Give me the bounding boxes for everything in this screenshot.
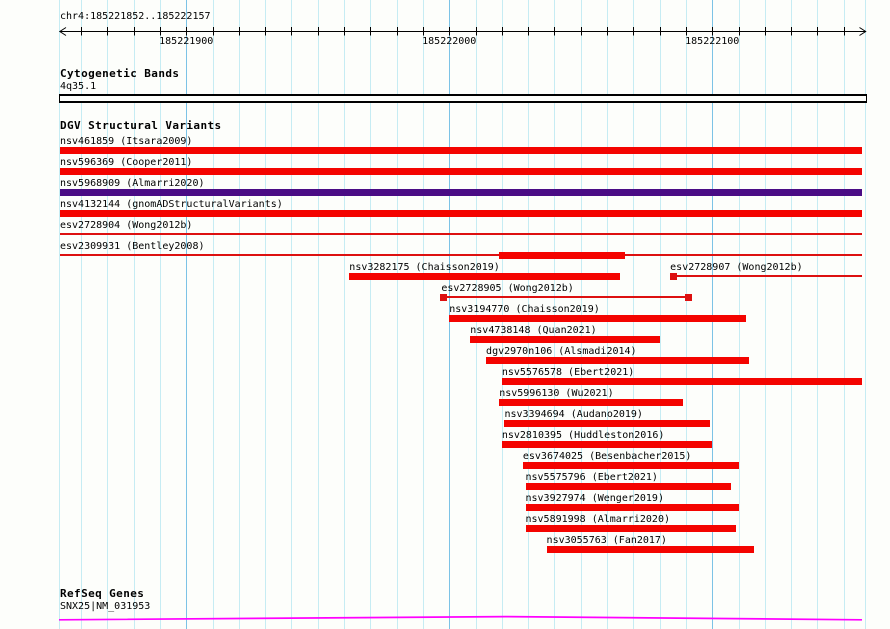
variant-label-nsv461859[interactable]: nsv461859 (Itsara2009) <box>60 136 193 147</box>
variant-glyph-nsv2810395[interactable] <box>501 441 713 448</box>
variant-label-esv2728905[interactable]: esv2728905 (Wong2012b) <box>441 283 574 294</box>
variant-glyph-nsv5996130[interactable] <box>499 399 684 406</box>
variant-glyph-dgv2970n106[interactable] <box>486 357 750 364</box>
variant-label-nsv2810395[interactable]: nsv2810395 (Huddleston2016) <box>501 430 665 441</box>
variant-label-nsv5576578[interactable]: nsv5576578 (Ebert2021) <box>501 367 635 378</box>
variant-glyph-nsv5891998[interactable] <box>525 525 736 532</box>
variant-label-nsv596369[interactable]: nsv596369 (Cooper2011) <box>60 157 193 168</box>
variant-label-nsv3194770[interactable]: nsv3194770 (Chaisson2019) <box>449 304 600 315</box>
variant-glyph-seg-esv2309931[interactable] <box>499 252 626 259</box>
variant-glyph-nsv596369[interactable] <box>60 168 862 175</box>
variant-glyph-nsv3927974[interactable] <box>525 504 739 511</box>
variant-glyph-nsv5576578[interactable] <box>501 378 862 385</box>
variant-label-nsv4738148[interactable]: nsv4738148 (Quan2021) <box>470 325 597 336</box>
refseq-gene-label: SNX25|NM_031953 <box>60 601 151 612</box>
variant-label-nsv3394694[interactable]: nsv3394694 (Audano2019) <box>504 409 643 420</box>
variant-glyph-nsv5575796[interactable] <box>525 483 731 490</box>
variant-label-nsv4132144[interactable]: nsv4132144 (gnomADStructuralVariants) <box>60 199 283 210</box>
cytobands-header: Cytogenetic Bands <box>60 67 180 80</box>
variant-label-nsv3055763[interactable]: nsv3055763 (Fan2017) <box>546 535 667 546</box>
ruler-left-arrow-icon <box>58 27 67 36</box>
variant-label-esv2728904[interactable]: esv2728904 (Wong2012b) <box>60 220 193 231</box>
variant-label-esv2728907[interactable]: esv2728907 (Wong2012b) <box>670 262 803 273</box>
dgv-header: DGV Structural Variants <box>60 119 222 132</box>
variant-glyph-esv2728907[interactable] <box>673 275 862 277</box>
variant-glyph-nsv3282175[interactable] <box>349 273 621 280</box>
variant-label-nsv3927974[interactable]: nsv3927974 (Wenger2019) <box>525 493 664 504</box>
variant-glyph-nsv3194770[interactable] <box>449 315 747 322</box>
refseq-header: RefSeq Genes <box>60 587 145 600</box>
variant-glyph-nsv3055763[interactable] <box>546 546 755 553</box>
ruler-right-arrow-icon <box>859 27 867 36</box>
variant-glyph-nsv3394694[interactable] <box>504 420 710 427</box>
ruler-tick-label: 185221900 <box>159 36 214 47</box>
variant-label-esv2309931[interactable]: esv2309931 (Bentley2008) <box>60 241 205 252</box>
region-title: chr4:185221852..185222157 <box>60 11 211 22</box>
variant-glyph-anchor2-esv2728905[interactable] <box>685 294 693 301</box>
variant-glyph-esv2309931[interactable] <box>60 254 862 256</box>
variant-label-nsv5968909[interactable]: nsv5968909 (Almarri2020) <box>60 178 205 189</box>
variant-glyph-esv2728905[interactable] <box>443 296 690 298</box>
variant-label-dgv2970n106[interactable]: dgv2970n106 (Alsmadi2014) <box>486 346 637 357</box>
ruler-tick-label: 185222000 <box>422 36 477 47</box>
cytoband-glyph[interactable] <box>59 94 867 103</box>
variant-glyph-esv3674025[interactable] <box>522 462 739 469</box>
variant-label-nsv5575796[interactable]: nsv5575796 (Ebert2021) <box>525 472 658 483</box>
variant-label-nsv5891998[interactable]: nsv5891998 (Almarri2020) <box>525 514 671 525</box>
variant-label-nsv5996130[interactable]: nsv5996130 (Wu2021) <box>499 388 614 399</box>
variant-glyph-nsv5968909[interactable] <box>60 189 862 196</box>
variant-label-nsv3282175[interactable]: nsv3282175 (Chaisson2019) <box>349 262 500 273</box>
variant-glyph-nsv4132144[interactable] <box>60 210 862 217</box>
cytoband-label: 4q35.1 <box>60 81 97 92</box>
variant-glyph-nsv461859[interactable] <box>60 147 862 154</box>
refseq-gene-line[interactable] <box>58 615 863 621</box>
variant-glyph-nsv4738148[interactable] <box>470 336 660 343</box>
ruler-tick-label: 185222100 <box>685 36 740 47</box>
variant-glyph-esv2728904[interactable] <box>60 233 862 235</box>
variant-label-esv3674025[interactable]: esv3674025 (Besenbacher2015) <box>522 451 692 462</box>
